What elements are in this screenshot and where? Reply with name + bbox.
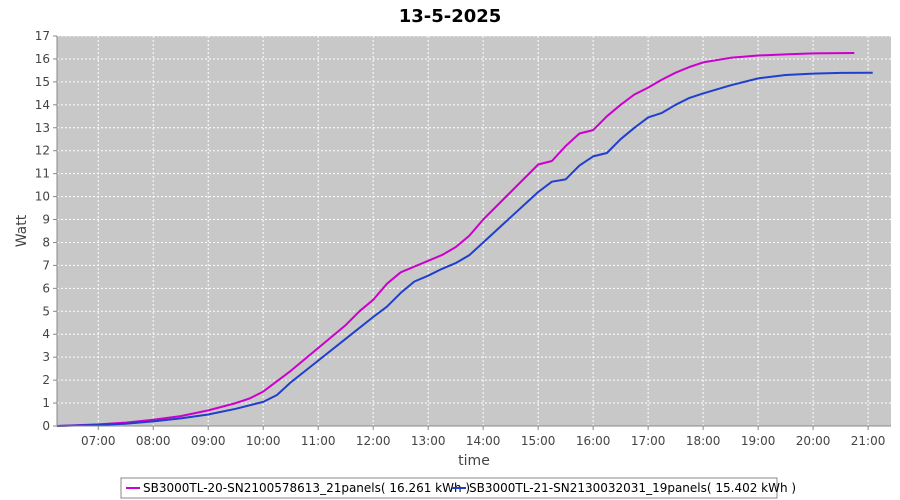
y-axis-label: Watt bbox=[14, 214, 30, 247]
y-tick-label: 14 bbox=[35, 98, 50, 112]
legend-label-2: SB3000TL-21-SN2130032031_19panels( 15.40… bbox=[469, 481, 796, 495]
y-tick-label: 13 bbox=[35, 121, 50, 135]
y-tick-label: 8 bbox=[42, 235, 50, 249]
y-tick-label: 9 bbox=[42, 213, 50, 227]
y-tick-label: 5 bbox=[42, 304, 50, 318]
x-tick-label: 17:00 bbox=[631, 434, 666, 448]
series-line-1 bbox=[56, 52, 855, 427]
y-tick-label: 17 bbox=[35, 29, 50, 43]
y-tick-label: 11 bbox=[35, 167, 50, 181]
legend-label-1: SB3000TL-20-SN2100578613_21panels( 16.26… bbox=[143, 481, 470, 495]
y-tick-label: 12 bbox=[35, 144, 50, 158]
y-tick-label: 10 bbox=[35, 190, 50, 204]
y-tick-label: 16 bbox=[35, 52, 50, 66]
series-line-2 bbox=[56, 71, 873, 427]
x-tick-label: 11:00 bbox=[301, 434, 336, 448]
y-tick-label: 15 bbox=[35, 75, 50, 89]
x-tick-label: 08:00 bbox=[136, 434, 171, 448]
y-tick-label: 7 bbox=[42, 258, 50, 272]
legend-box bbox=[120, 477, 778, 499]
x-tick-label: 10:00 bbox=[246, 434, 281, 448]
x-tick-label: 16:00 bbox=[576, 434, 611, 448]
y-tick-label: 6 bbox=[42, 281, 50, 295]
y-tick-label: 4 bbox=[42, 327, 50, 341]
x-tick-label: 15:00 bbox=[521, 434, 556, 448]
x-tick-label: 20:00 bbox=[796, 434, 831, 448]
x-tick-label: 12:00 bbox=[356, 434, 391, 448]
series-lines bbox=[56, 52, 873, 427]
x-tick-label: 07:00 bbox=[81, 434, 116, 448]
x-tick-label: 19:00 bbox=[741, 434, 776, 448]
y-tick-label: 2 bbox=[42, 373, 50, 387]
legend: SB3000TL-20-SN2100578613_21panels( 16.26… bbox=[126, 481, 796, 495]
x-axis-ticks: 07:00 08:00 09:00 10:00 11:00 12:00 13:00 14:00… bbox=[81, 426, 885, 448]
x-tick-label: 13:00 bbox=[411, 434, 446, 448]
chart-title: 13-5-2025 bbox=[399, 6, 502, 27]
x-tick-label: 21:00 bbox=[851, 434, 886, 448]
x-axis-label: time bbox=[458, 453, 490, 469]
x-tick-label: 09:00 bbox=[191, 434, 226, 448]
y-tick-label: 0 bbox=[42, 419, 50, 433]
x-tick-label: 18:00 bbox=[686, 434, 721, 448]
y-tick-label: 3 bbox=[42, 350, 50, 364]
x-tick-label: 14:00 bbox=[466, 434, 501, 448]
y-tick-label: 1 bbox=[42, 396, 50, 410]
grid-lines bbox=[57, 35, 891, 426]
